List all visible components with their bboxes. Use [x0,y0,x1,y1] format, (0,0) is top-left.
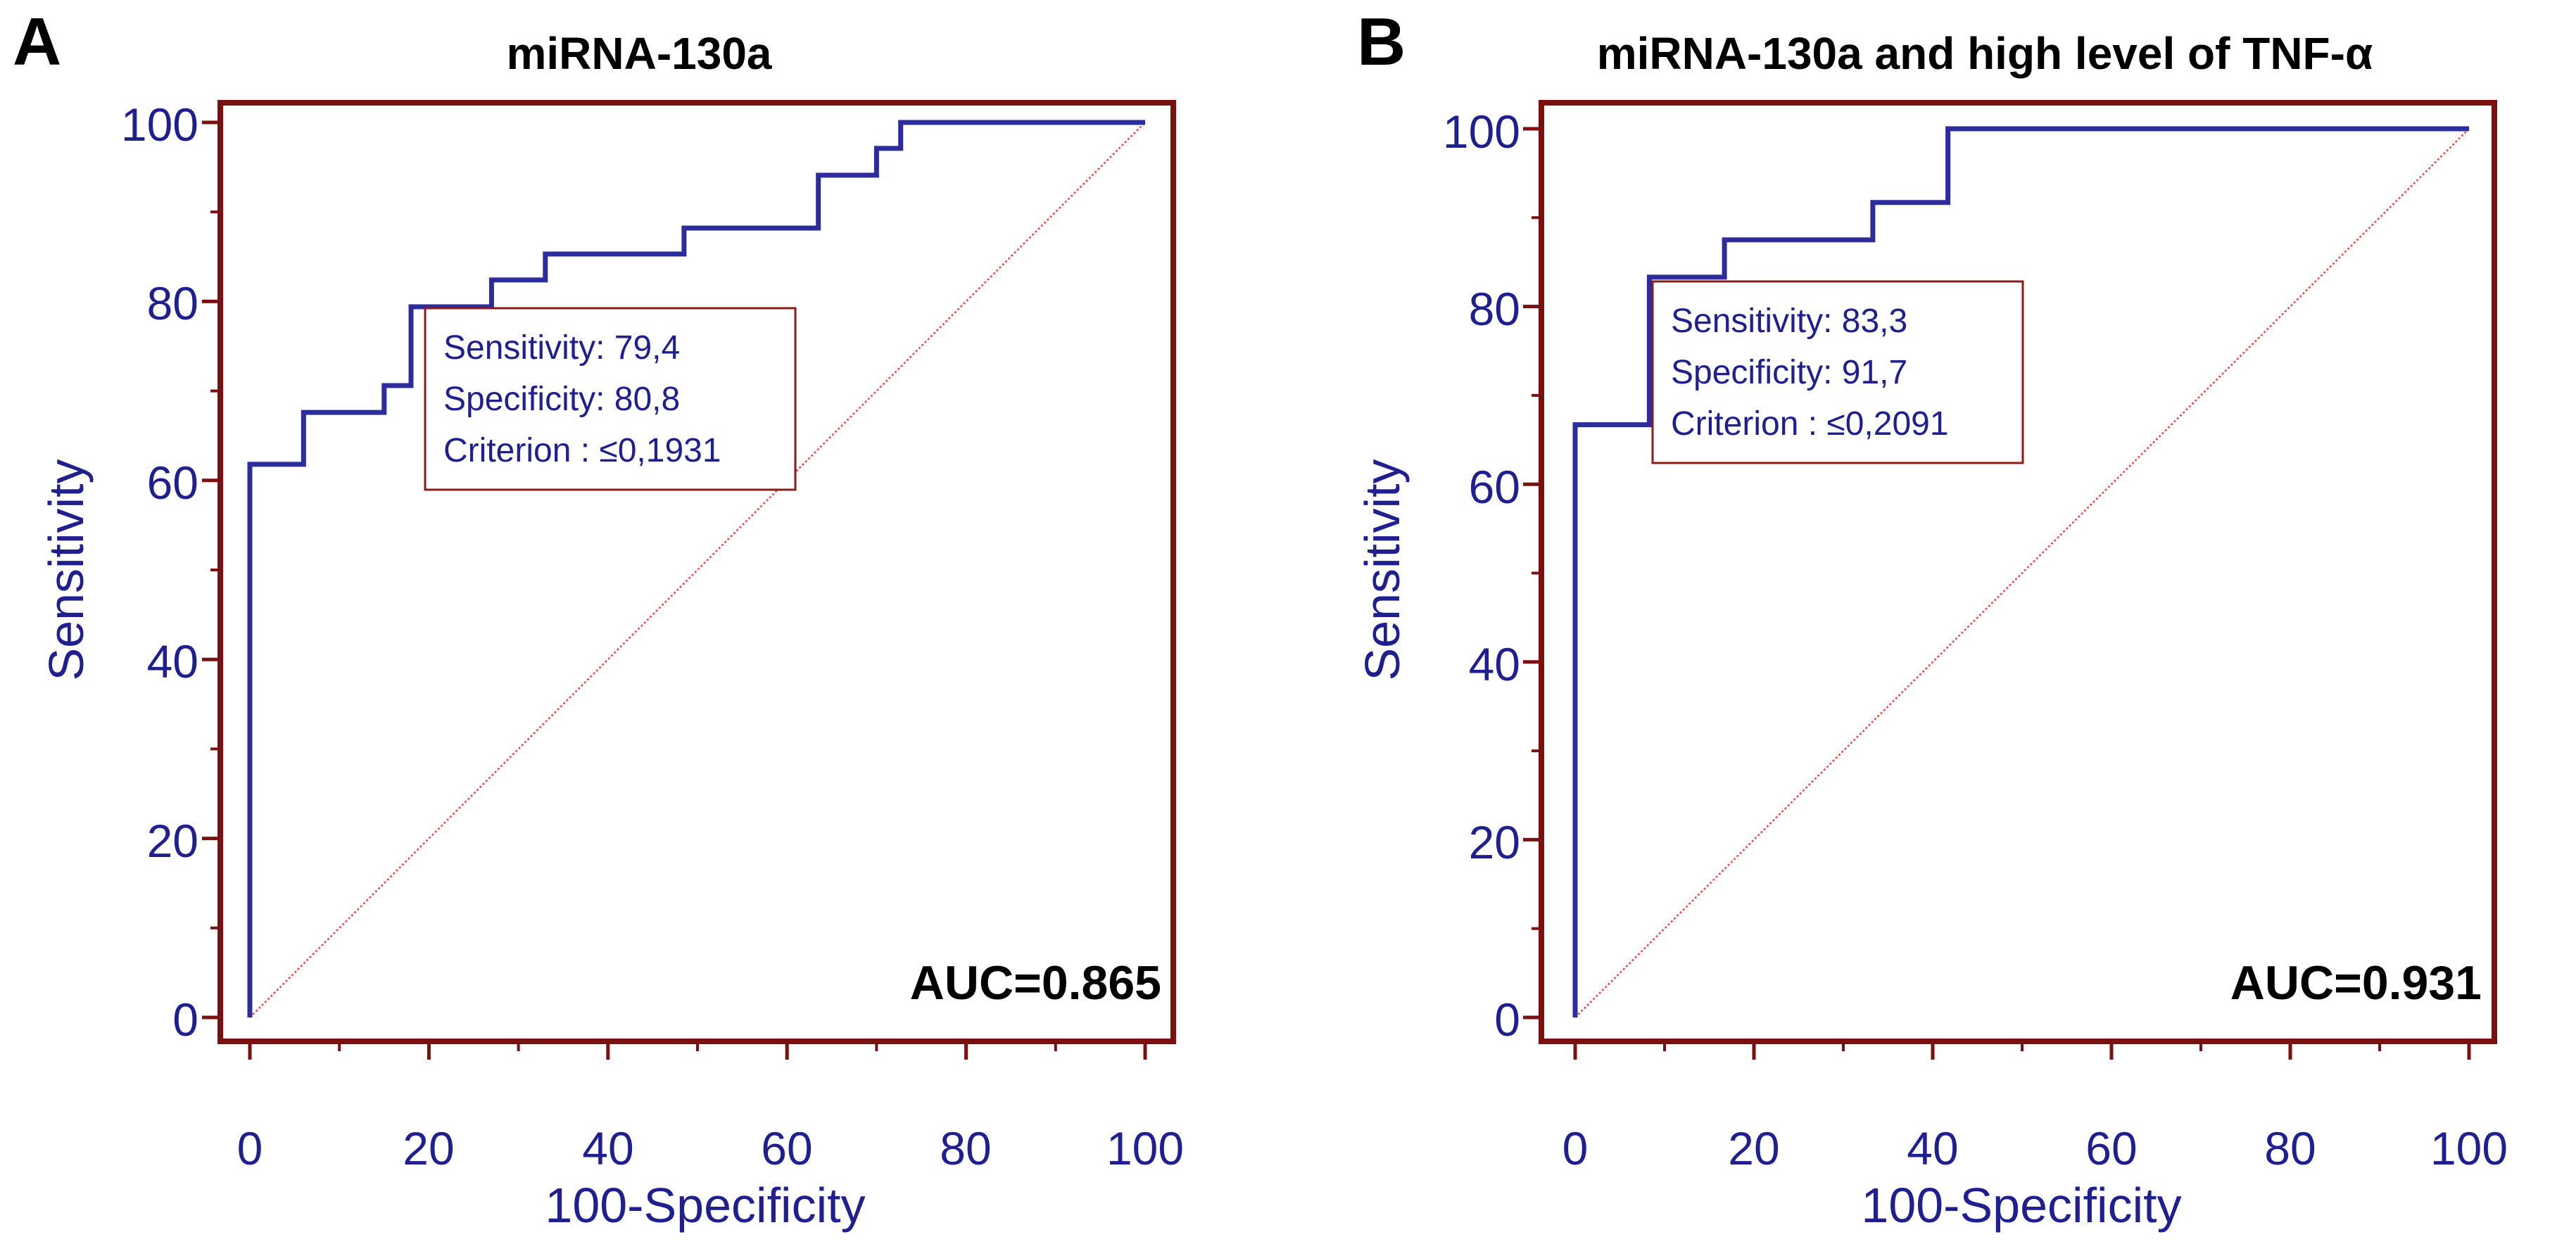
panel-b-x-tick-label-0: 0 [1562,1122,1589,1174]
panel-b-y-tick-label-20: 20 [1469,816,1520,868]
panel-b-criterion-specificity: Specificity: 91,7 [1671,354,1907,391]
panel-b-title: miRNA-130a and high level of TNF-α [1597,28,2373,79]
panel-b-y-tick-label-100: 100 [1443,106,1520,158]
panel-b-x-tick-labels: 0 20 40 60 80 100 [1562,1122,2508,1174]
panel-b-y-tick-label-0: 0 [1494,994,1520,1046]
panel-a-x-tick-label-60: 60 [761,1122,812,1174]
panel-b-auc-label: AUC=0.931 [2230,956,2482,1010]
panel-a-y-tick-label-60: 60 [147,457,198,509]
panel-b-x-tick-label-80: 80 [2264,1122,2316,1174]
panel-a-y-tick-label-0: 0 [172,994,198,1046]
panel-b-x-tick-label-20: 20 [1728,1122,1779,1174]
panel-b-reference-layer [1574,128,2470,1018]
panel-b-criterion-sensitivity: Sensitivity: 83,3 [1671,303,1907,340]
panel-a-title: miRNA-130a [506,28,771,79]
panel-a-y-axis-label: Sensitivity [39,459,94,680]
panel-b-reference-line [1574,128,2470,1018]
panel-a-x-tick-label-0: 0 [237,1122,263,1174]
panel-a-roc-curve [247,120,1145,1017]
panel-b-curve-layer [1572,126,2469,1017]
panel-a-y-tick-labels: 0 20 40 60 80 100 [121,99,198,1046]
panel-a-criterion-box: Sensitivity: 79,4 Specificity: 80,8 Crit… [424,307,797,491]
panel-b-y-axis-label: Sensitivity [1355,459,1410,680]
panel-a-x-tick-label-40: 40 [582,1122,633,1174]
panel-b-criterion-box: Sensitivity: 83,3 Specificity: 91,7 Crit… [1651,280,2024,464]
panel-b-y-tick-label-40: 40 [1469,638,1520,690]
panel-b-x-tick-label-60: 60 [2085,1122,2137,1174]
panel-b-y-tick-label-60: 60 [1469,461,1520,513]
panel-a-y-tick-label-40: 40 [147,635,198,687]
panel-a-letter: A [13,4,61,80]
panel-a-reference-layer [249,122,1146,1018]
panel-b-plot-frame [1539,100,2497,1044]
panel-a-x-axis-label: 100-Specificity [545,1178,865,1233]
panel-b-x-axis-label: 100-Specificity [1861,1178,2181,1233]
panel-b-y-tick-labels: 0 20 40 60 80 100 [1443,106,1520,1046]
panel-a-criterion-threshold: Criterion : ≤0,1931 [443,432,721,469]
panel-a-curve-layer [247,120,1145,1017]
panel-a-x-tick-label-100: 100 [1106,1122,1184,1174]
panel-b-criterion-threshold: Criterion : ≤0,2091 [1671,405,1949,443]
panel-b-x-tick-label-40: 40 [1907,1122,1958,1174]
panel-a-y-tick-label-80: 80 [147,277,198,329]
panel-b-x-tick-label-100: 100 [2430,1122,2508,1174]
panel-a: A miRNA-130a 0 20 40 60 80 100 0 20 40 6… [13,4,1184,1233]
panel-a-plot-frame [217,100,1176,1044]
panel-a-criterion-box-frame [424,307,797,491]
panel-b-criterion-box-frame [1651,280,2024,464]
panel-b-y-tick-label-80: 80 [1469,283,1520,335]
panel-a-x-tick-label-80: 80 [940,1122,991,1174]
panel-a-y-tick-label-20: 20 [147,815,198,867]
panel-a-criterion-sensitivity: Sensitivity: 79,4 [443,329,680,367]
panel-b-roc-curve [1572,126,2469,1017]
panel-b-letter: B [1357,4,1406,80]
panel-a-y-tick-label-100: 100 [121,99,198,151]
panel-a-criterion-specificity: Specificity: 80,8 [443,381,680,418]
panel-b: B miRNA-130a and high level of TNF-α 0 2… [1355,4,2508,1233]
panel-a-x-tick-label-20: 20 [403,1122,454,1174]
panel-a-x-tick-labels: 0 20 40 60 80 100 [237,1122,1184,1174]
panel-b-ticks [1523,127,2471,1060]
panel-a-auc-label: AUC=0.865 [910,956,1161,1010]
panel-a-reference-line [249,122,1146,1018]
panel-a-ticks [202,120,1147,1060]
